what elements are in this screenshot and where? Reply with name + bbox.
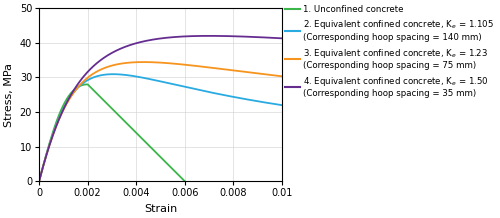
Legend: 1. Unconfined concrete, 2. Equivalent confined concrete, K$_e$ = 1.105
(Correspo: 1. Unconfined concrete, 2. Equivalent co… bbox=[284, 5, 494, 98]
Y-axis label: Stress, MPa: Stress, MPa bbox=[4, 63, 14, 127]
X-axis label: Strain: Strain bbox=[144, 204, 177, 214]
